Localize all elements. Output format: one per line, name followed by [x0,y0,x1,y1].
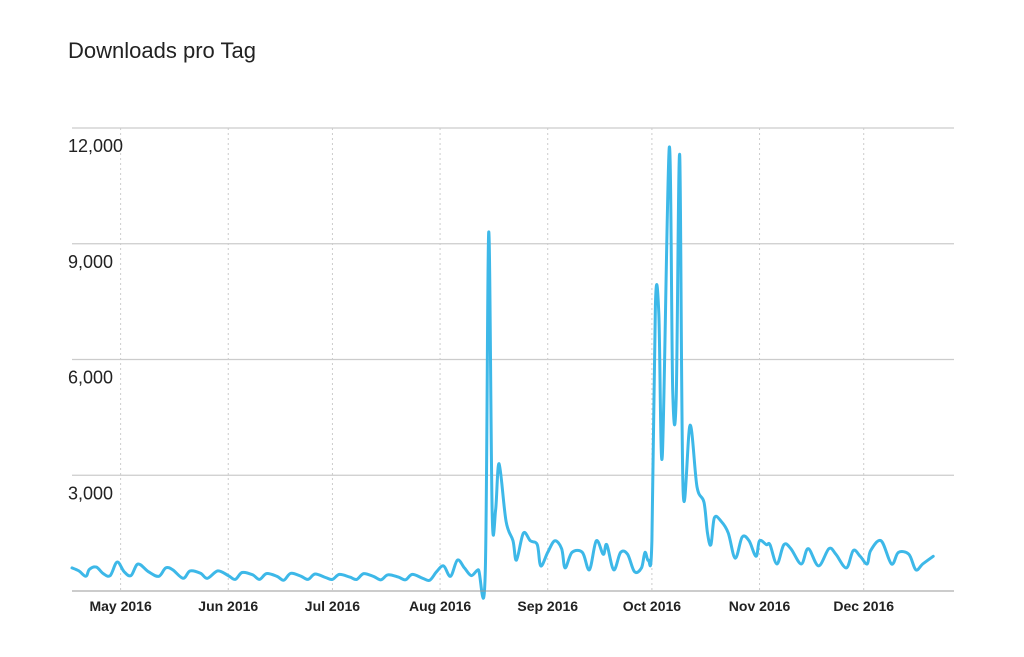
x-tick-label: Sep 2016 [517,598,578,614]
y-tick-label: 12,000 [68,136,123,156]
x-tick-label: Jun 2016 [198,598,258,614]
series-line [70,145,935,600]
y-tick-label: 6,000 [68,368,113,388]
x-tick-label: Dec 2016 [833,598,894,614]
y-axis-tick-labels: 3,000 6,000 9,000 12,000 [68,136,123,503]
x-tick-label: Nov 2016 [729,598,791,614]
y-tick-label: 3,000 [68,483,113,503]
chart-title: Downloads pro Tag [68,38,256,63]
horizontal-gridlines [72,127,954,476]
x-tick-label: Oct 2016 [623,598,682,614]
x-tick-label: Jul 2016 [305,598,360,614]
x-tick-label: May 2016 [89,598,151,614]
y-tick-label: 9,000 [68,252,113,272]
x-tick-label: Aug 2016 [409,598,471,614]
series-group [70,145,935,600]
x-axis-tick-labels: May 2016 Jun 2016 Jul 2016 Aug 2016 Sep 2016… [89,598,894,614]
